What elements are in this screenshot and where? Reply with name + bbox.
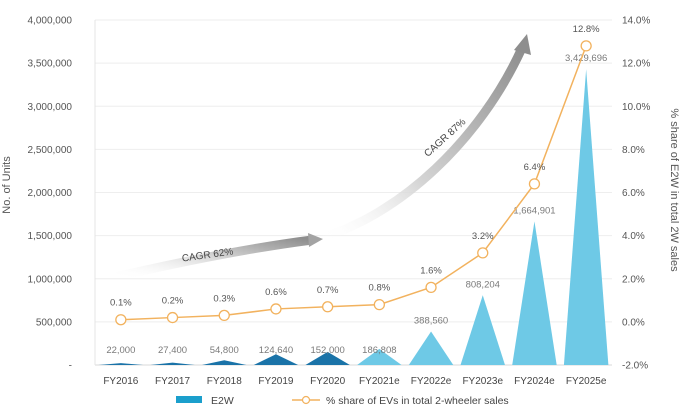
bar-FY2025e <box>563 69 609 365</box>
x-tick-label: FY2019 <box>258 376 293 387</box>
y2-tick-label: 12.0% <box>622 59 650 70</box>
x-tick-label: FY2018 <box>207 376 242 387</box>
legend: E2W % share of EVs in total 2-wheeler sa… <box>176 395 509 407</box>
y2-axis-title: % share of E2W in total 2W sales <box>668 108 680 272</box>
bar-FY2016 <box>98 363 144 365</box>
bar-FY2017 <box>150 362 195 365</box>
legend-swatch-share-marker <box>301 395 311 405</box>
share-value-label: 3.2% <box>472 231 494 242</box>
share-value-label: 0.8% <box>369 283 391 294</box>
y-tick-label: 1,000,000 <box>28 274 73 285</box>
share-marker-FY2021e <box>373 298 386 311</box>
share-value-label: 0.3% <box>213 293 235 304</box>
bar-FY2022e <box>408 331 454 365</box>
x-tick-label: FY2017 <box>155 376 190 387</box>
share-marker-FY2020 <box>321 301 334 313</box>
bar-value-label: 808,204 <box>466 279 500 290</box>
x-tick-label: FY2022e <box>411 376 452 387</box>
y-tick-label: 4,000,000 <box>28 16 73 27</box>
bar-FY2021e <box>357 348 402 365</box>
share-marker-FY2018 <box>218 309 230 322</box>
share-marker-FY2025e <box>580 40 592 52</box>
y-axis-title: No. of Units <box>1 156 13 214</box>
y2-tick-label: 10.0% <box>622 102 650 113</box>
share-marker-FY2017 <box>166 311 179 324</box>
cagr-62-arrowhead <box>308 233 323 247</box>
share-value-label: 1.6% <box>420 265 442 276</box>
bar-FY2024e <box>512 221 557 365</box>
x-tick-label: FY2020 <box>310 376 345 387</box>
left-axis-ticks: - 500,000 1,000,000 1,500,000 2,000,000 2,500… <box>28 16 73 372</box>
y-tick-label: 2,000,000 <box>28 188 73 199</box>
bar-value-label: 1,664,901 <box>513 205 555 216</box>
share-marker-FY2019 <box>270 303 282 315</box>
bar-series-e2w <box>98 69 609 365</box>
y-tick-label: 1,500,000 <box>28 231 73 242</box>
y2-tick-label: 6.0% <box>622 188 645 199</box>
cagr-87-arrow <box>318 46 527 243</box>
bar-value-label: 186,808 <box>362 345 396 356</box>
x-tick-label: FY2024e <box>514 376 555 387</box>
y-tick-label: 3,500,000 <box>28 59 73 70</box>
cagr-62-label: CAGR 62% <box>181 246 234 264</box>
y2-tick-label: 4.0% <box>622 231 645 242</box>
bar-value-label: 152,000 <box>310 345 344 356</box>
legend-label-e2w: E2W <box>211 395 234 407</box>
share-value-label: 12.8% <box>573 24 600 35</box>
share-value-label: 0.1% <box>110 298 132 309</box>
y-tick-label: - <box>69 361 72 372</box>
y2-tick-label: 8.0% <box>622 145 645 156</box>
bar-value-label: 54,800 <box>210 345 239 356</box>
bar-value-label: 27,400 <box>158 345 187 356</box>
bar-value-label: 388,560 <box>414 315 448 326</box>
y-tick-label: 3,000,000 <box>28 102 73 113</box>
y2-tick-label: 2.0% <box>622 274 645 285</box>
bar-FY2019 <box>253 354 299 365</box>
share-value-label: 6.4% <box>524 162 546 173</box>
bar-value-labels: 22,000 27,400 54,800 124,640 152,000 186,808 3… <box>106 53 607 356</box>
cagr-62-arrow <box>113 235 313 282</box>
category-axis-labels: FY2016 FY2017 FY2018 FY2019 FY2020 FY2021e FY2… <box>103 376 607 387</box>
y-tick-label: 2,500,000 <box>28 145 73 156</box>
y2-tick-label: 0.0% <box>622 317 645 328</box>
share-marker-FY2016 <box>115 314 127 326</box>
bar-FY2020 <box>305 351 350 365</box>
legend-label-share: % share of EVs in total 2-wheeler sales <box>326 395 509 407</box>
x-tick-label: FY2021e <box>359 376 400 387</box>
x-tick-label: FY2016 <box>103 376 138 387</box>
share-marker-FY2022e <box>425 281 437 294</box>
bar-value-label: 22,000 <box>106 345 135 356</box>
x-tick-label: FY2023e <box>462 376 503 387</box>
line-series-share <box>115 40 592 326</box>
right-axis-ticks: -2.0% 0.0% 2.0% 4.0% 6.0% 8.0% 10.0% 12.0% 14.0% <box>622 16 650 372</box>
share-value-label: 0.7% <box>317 285 339 296</box>
bar-FY2023e <box>460 295 505 365</box>
cagr-87-arrowhead <box>514 34 531 55</box>
bar-value-label: 3,429,696 <box>565 53 607 64</box>
legend-swatch-e2w <box>176 396 202 403</box>
share-line <box>120 45 587 321</box>
x-tick-label: FY2025e <box>566 376 607 387</box>
y-tick-label: 500,000 <box>36 317 73 328</box>
y2-tick-label: 14.0% <box>622 16 650 27</box>
bar-value-label: 124,640 <box>259 345 293 356</box>
share-value-label: 0.2% <box>162 296 184 307</box>
share-marker-FY2024e <box>528 178 541 190</box>
share-marker-FY2023e <box>477 247 489 259</box>
line-value-labels: 0.1% 0.2% 0.3% 0.6% 0.7% 0.8% 1.6% 3.2% 6.4% 12.8… <box>110 24 600 309</box>
share-value-label: 0.6% <box>265 287 287 298</box>
y2-tick-label: -2.0% <box>622 361 648 372</box>
bar-FY2018 <box>202 360 247 365</box>
